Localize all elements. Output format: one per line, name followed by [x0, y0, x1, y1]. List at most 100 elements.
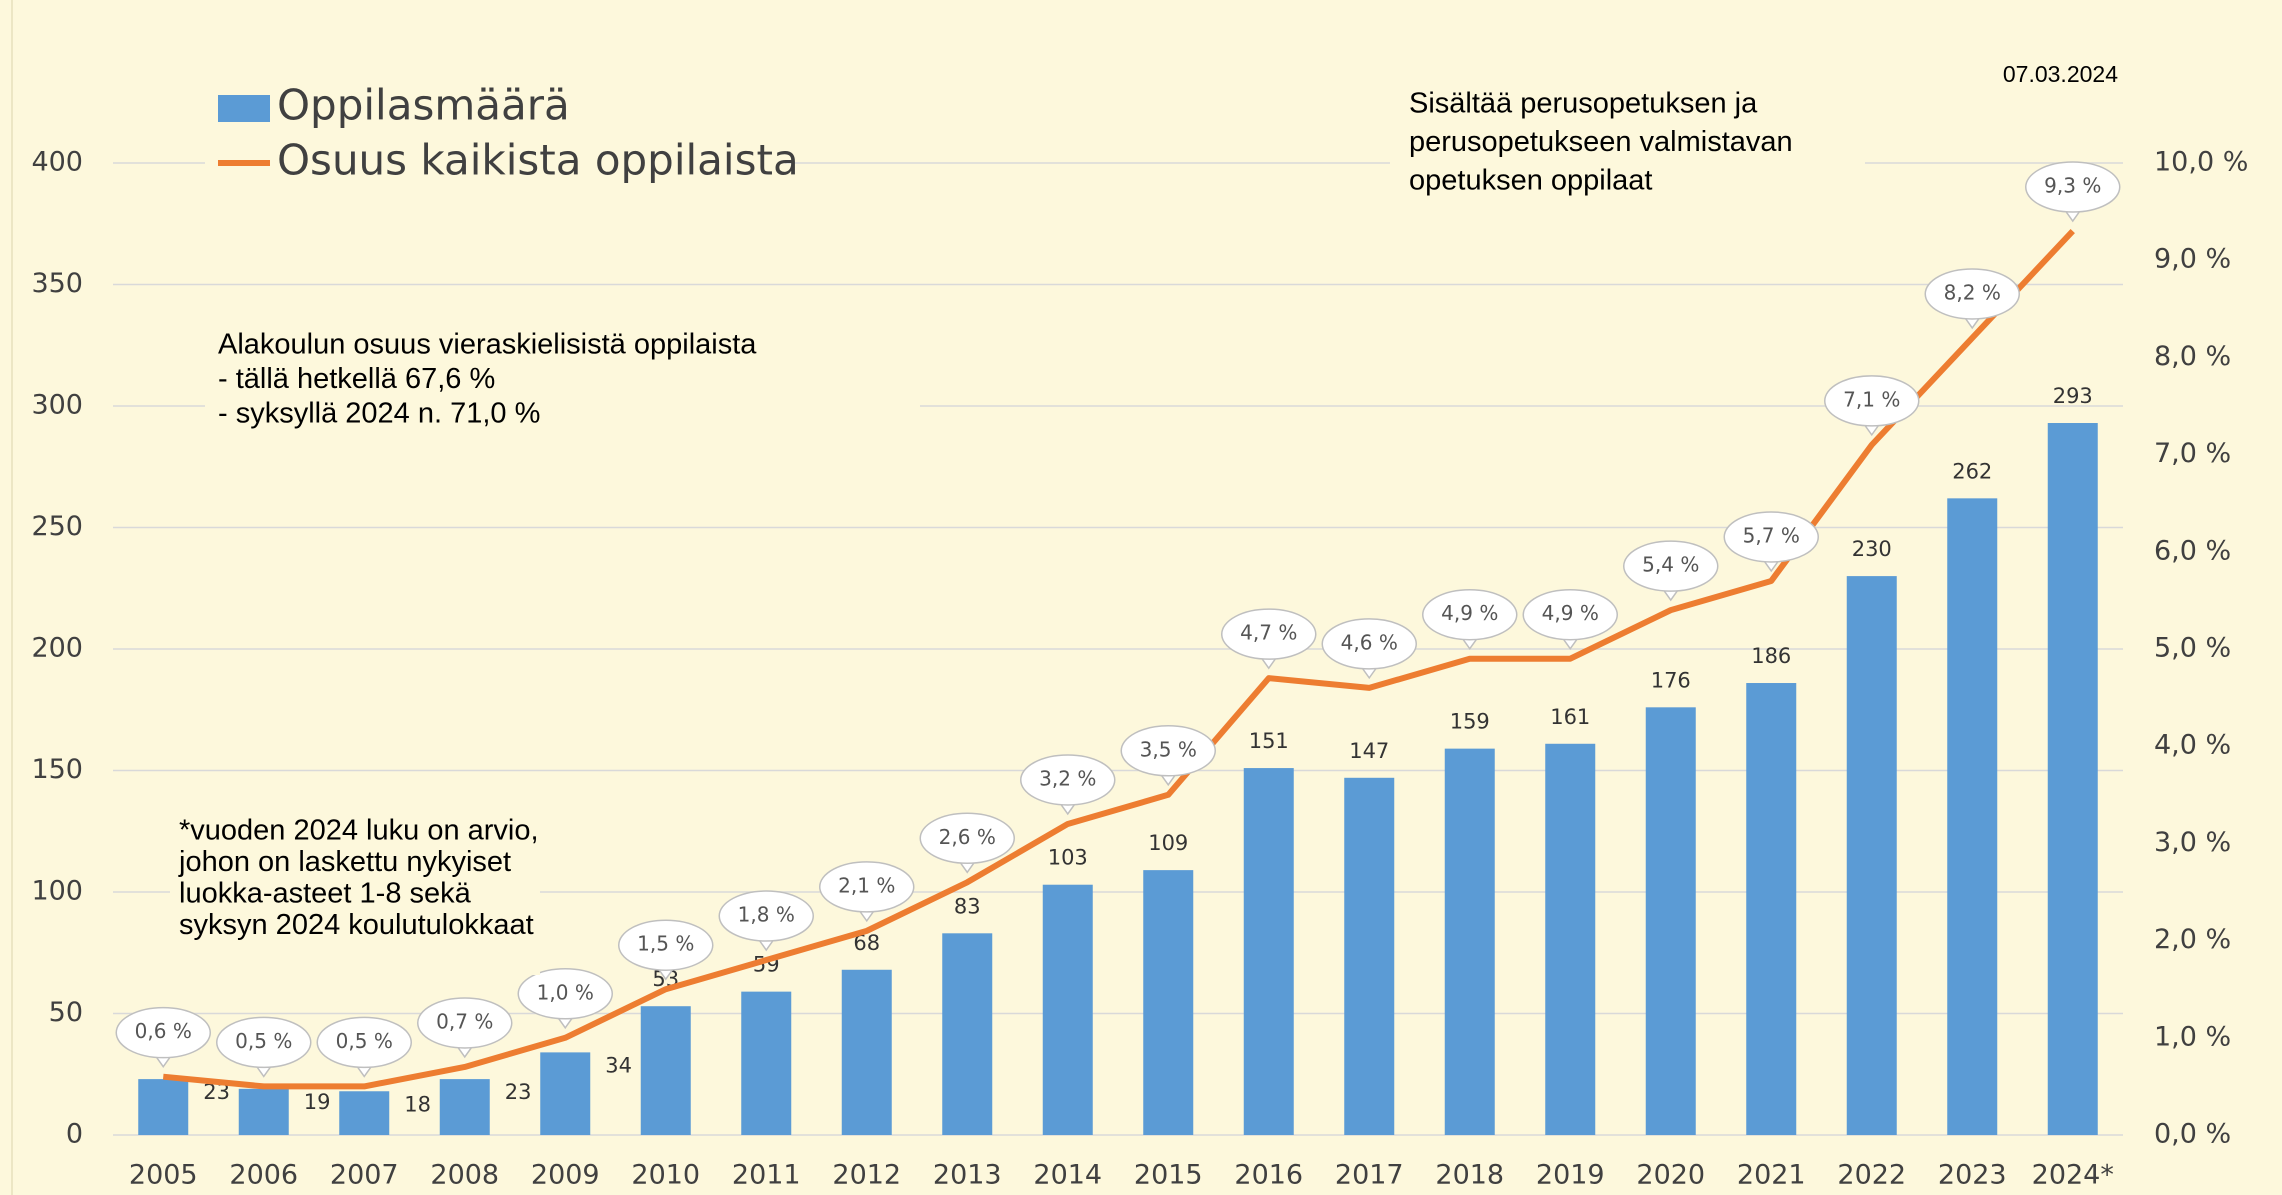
y-tick-label: 250 — [31, 511, 83, 542]
annotation: opetuksen oppilaat — [1409, 165, 1652, 197]
y2-tick-label: 3,0 % — [2154, 827, 2231, 858]
x-tick-label: 2014 — [1033, 1160, 1102, 1191]
x-tick-label: 2022 — [1837, 1160, 1906, 1191]
line-label: 3,5 % — [1140, 737, 1197, 761]
y-tick-label: 350 — [31, 268, 83, 299]
note: - syksyllä 2024 n. 71,0 % — [218, 398, 540, 430]
bar — [1746, 683, 1797, 1135]
x-tick-label: 2018 — [1435, 1160, 1504, 1191]
bubble — [316, 1016, 412, 1069]
x-tick-label: 2010 — [631, 1160, 700, 1191]
line-label: 1,0 % — [537, 980, 594, 1004]
bubble — [1824, 375, 1920, 427]
bar-label: 230 — [1852, 537, 1892, 561]
bar — [540, 1052, 591, 1135]
y-tick-label: 150 — [31, 754, 83, 785]
line-label: 5,4 % — [1642, 553, 1699, 577]
bar — [741, 991, 792, 1135]
note: luokka-asteet 1-8 sekä — [179, 878, 472, 910]
bar-label: 109 — [1148, 831, 1188, 855]
bar — [439, 1079, 490, 1135]
x-tick-label: 2008 — [430, 1160, 499, 1191]
legend-label: Osuus kaikista oppilaista — [277, 136, 799, 185]
bar-label: 103 — [1048, 846, 1088, 870]
legend-swatch — [218, 95, 270, 122]
annotation: Sisältää perusopetuksen ja — [1409, 88, 1758, 120]
bubble — [1221, 608, 1317, 660]
bar-label: 159 — [1450, 710, 1490, 734]
x-tick-label: 2017 — [1335, 1160, 1404, 1191]
x-tick-label: 2006 — [229, 1160, 298, 1191]
bubble — [1120, 725, 1216, 777]
x-tick-label: 2020 — [1636, 1160, 1705, 1191]
bar — [1042, 884, 1093, 1135]
x-tick-label: 2019 — [1536, 1160, 1605, 1191]
bubble — [417, 997, 513, 1049]
bar — [1344, 777, 1395, 1135]
bubble — [1623, 540, 1719, 592]
bubble — [1020, 754, 1116, 806]
bar-label: 147 — [1349, 739, 1389, 763]
x-tick-label: 2012 — [832, 1160, 901, 1191]
bubble — [1522, 588, 1618, 641]
bar-label: 34 — [605, 1053, 632, 1077]
bar-label: 262 — [1952, 459, 1992, 483]
y-tick-label: 300 — [31, 390, 83, 421]
line-label: 5,7 % — [1743, 523, 1800, 547]
bubble — [1924, 268, 2020, 320]
annotation: perusopetukseen valmistavan — [1409, 126, 1793, 158]
bar — [640, 1006, 691, 1135]
line-label: 0,7 % — [436, 1009, 493, 1033]
bar-label: 186 — [1751, 644, 1791, 668]
bar — [1143, 870, 1194, 1135]
bar — [841, 969, 892, 1135]
bar-label: 176 — [1651, 668, 1691, 692]
bar — [2047, 423, 2098, 1135]
bar — [1243, 768, 1294, 1135]
y2-tick-label: 6,0 % — [2154, 535, 2231, 566]
y2-tick-label: 2,0 % — [2154, 924, 2231, 955]
bar — [1846, 576, 1897, 1135]
bar — [238, 1088, 289, 1135]
line-label: 1,8 % — [738, 903, 795, 927]
bar — [1947, 498, 1998, 1136]
bubble — [115, 1006, 211, 1059]
bar — [1645, 707, 1696, 1135]
x-tick-label: 2011 — [732, 1160, 801, 1191]
note-bg — [205, 325, 920, 430]
bar-label: 18 — [404, 1092, 431, 1116]
bubble — [718, 890, 814, 942]
line-label: 4,9 % — [1542, 601, 1599, 625]
x-tick-label: 2015 — [1134, 1160, 1203, 1191]
bar-label: 293 — [2053, 384, 2093, 408]
line-label: 4,9 % — [1441, 601, 1498, 625]
date: 07.03.2024 — [2003, 61, 2118, 87]
y-tick-label: 400 — [31, 147, 83, 178]
bar-label: 151 — [1249, 729, 1289, 753]
y2-tick-label: 9,0 % — [2154, 244, 2231, 275]
bar — [339, 1091, 390, 1135]
bar-label: 161 — [1550, 705, 1590, 729]
y-tick-label: 100 — [31, 876, 83, 907]
bar — [138, 1079, 189, 1135]
bubble — [819, 861, 915, 913]
y2-tick-label: 0,0 % — [2154, 1119, 2231, 1150]
x-tick-label: 2023 — [1938, 1160, 2007, 1191]
line-label: 4,7 % — [1240, 621, 1297, 645]
bar-label: 23 — [505, 1080, 532, 1104]
bar — [1545, 743, 1596, 1135]
line-label: 1,5 % — [637, 932, 694, 956]
bar-label: 19 — [304, 1090, 331, 1114]
x-tick-label: 2007 — [330, 1160, 399, 1191]
note: Alakoulun osuus vieraskielisistä oppilai… — [218, 329, 757, 361]
line-label: 2,1 % — [838, 873, 895, 897]
note: - tällä hetkellä 67,6 % — [218, 363, 495, 395]
bubble — [2025, 161, 2121, 213]
line-label: 4,6 % — [1341, 630, 1398, 654]
y2-tick-label: 7,0 % — [2154, 438, 2231, 469]
line-label: 2,6 % — [939, 825, 996, 849]
y-tick-label: 0 — [66, 1119, 83, 1150]
line-label: 7,1 % — [1843, 387, 1900, 411]
